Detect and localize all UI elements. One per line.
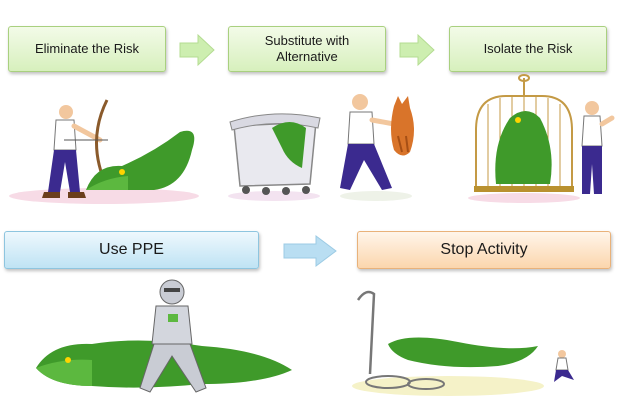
step-substitute: Substitute with Alternative (228, 26, 386, 72)
crocodile-in-bin-illustration (226, 108, 322, 208)
crocodile-in-cage-illustration (466, 74, 616, 209)
abandoned-equipment-and-crocodile-illustration (348, 288, 598, 405)
arrow-right-icon (178, 32, 216, 73)
step-isolate-risk: Isolate the Risk (449, 26, 607, 72)
step-isolate-label: Isolate the Risk (483, 41, 573, 57)
step-stop-activity: Stop Activity (357, 231, 611, 269)
arrow-right-icon (282, 234, 338, 273)
step-substitute-line1: Substitute with (264, 33, 350, 49)
man-holding-cat-illustration (336, 90, 426, 207)
step-eliminate-risk: Eliminate the Risk (8, 26, 166, 72)
step-use-ppe: Use PPE (4, 231, 259, 269)
step-ppe-label: Use PPE (99, 241, 164, 259)
step-eliminate-label: Eliminate the Risk (34, 41, 140, 57)
step-substitute-line2: Alternative (276, 49, 338, 64)
arrow-right-icon (398, 32, 436, 73)
step-stop-label: Stop Activity (440, 241, 528, 259)
archer-and-crocodile-illustration (4, 92, 204, 212)
knight-and-crocodile-illustration (32, 272, 294, 405)
